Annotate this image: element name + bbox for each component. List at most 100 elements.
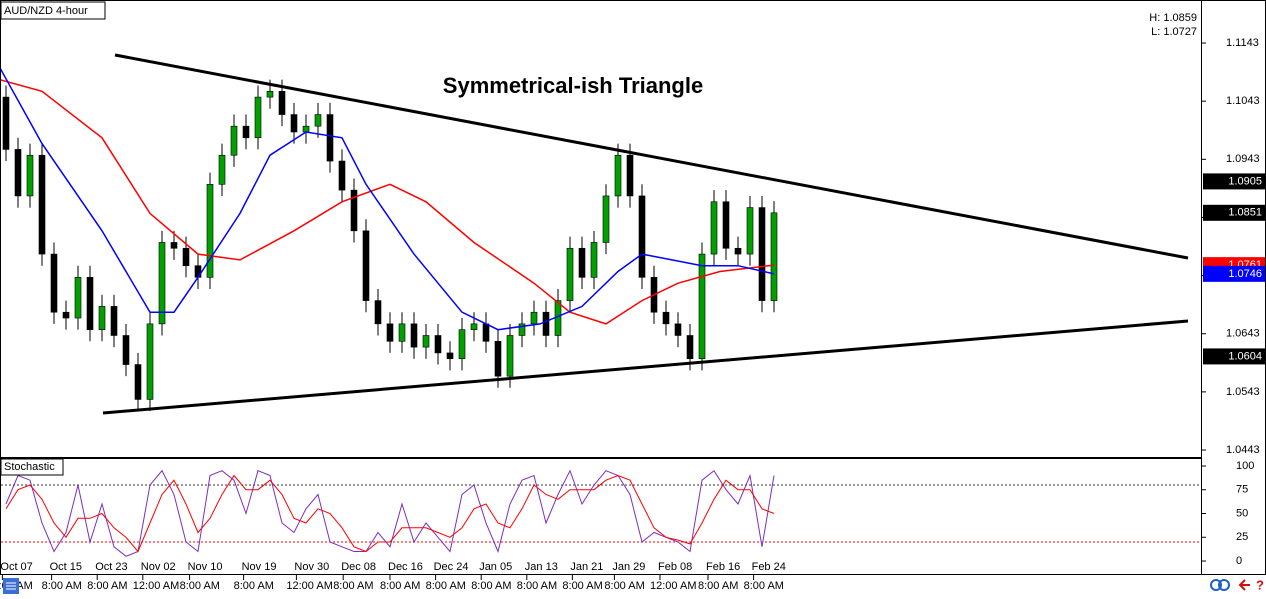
price-tag-box <box>1203 204 1265 221</box>
candle-body <box>578 247 586 278</box>
price-tag: 1.0905 <box>1203 173 1265 190</box>
low-info: L: 1.0727 <box>1151 26 1197 38</box>
candle-body <box>314 114 322 127</box>
stochastic-title-box <box>0 458 64 476</box>
x-tick-time: 8:00 AM <box>604 580 644 592</box>
x-tick-time: 8:00 AM <box>426 580 466 592</box>
candle-body <box>590 242 598 278</box>
x-tick-label: Oct 15 <box>50 561 82 573</box>
upper-trendline <box>114 53 1189 260</box>
candle-body <box>434 335 442 354</box>
candle-body <box>230 125 238 156</box>
chart-title: AUD/NZD 4-hour <box>4 5 88 17</box>
candle-body <box>614 154 622 197</box>
x-tick-label: Jan 29 <box>612 561 645 573</box>
toolbar-icons[interactable]: ? <box>3 577 1264 594</box>
moving-average <box>0 67 775 331</box>
candle-body <box>122 335 130 365</box>
help-icon[interactable]: ? <box>1256 577 1264 592</box>
candle-body <box>698 253 706 360</box>
x-tick-time: 12:00 AM <box>133 580 179 592</box>
candle-body <box>422 335 430 348</box>
candle-body <box>686 335 694 360</box>
candle-body <box>470 323 478 330</box>
x-tick-time: 8:00 AM <box>380 580 420 592</box>
x-tick-time: 8:00 AM <box>180 580 220 592</box>
candle-body <box>86 277 94 330</box>
x-tick-time: 12:00 AM <box>650 580 696 592</box>
candle-body <box>206 184 214 278</box>
candle-body <box>674 323 682 336</box>
x-tick-time: 12:00 AM <box>286 580 332 592</box>
candle-body <box>758 207 766 301</box>
y-tick-label: 1.0643 <box>1226 328 1260 340</box>
price-tag: 1.0851 <box>1203 204 1265 221</box>
candle-body <box>98 306 106 330</box>
high-info: H: 1.0859 <box>1149 12 1197 24</box>
price-tag-box <box>1203 173 1265 190</box>
candle-body <box>350 189 358 232</box>
x-tick-label: Feb 24 <box>752 561 786 573</box>
x-tick-label: Nov 30 <box>294 561 329 573</box>
price-tag-box <box>1203 348 1265 365</box>
candle-body <box>338 160 346 191</box>
candle-body <box>734 247 742 255</box>
back-icon[interactable] <box>1238 579 1250 591</box>
candle-body <box>242 125 250 139</box>
x-tick-time: 8:00 AM <box>87 580 127 592</box>
x-tick-time: 8:00 AM <box>698 580 738 592</box>
candle-body <box>170 242 178 249</box>
candle-body <box>278 90 286 115</box>
candle-body <box>494 340 502 377</box>
price-tag-label: 1.0746 <box>1228 268 1262 280</box>
link-icon[interactable] <box>1218 579 1230 591</box>
candle-body <box>362 230 370 301</box>
stochastic-tick-label: 25 <box>1236 531 1248 543</box>
x-tick-label: Dec 16 <box>388 561 423 573</box>
candle-body <box>566 247 574 301</box>
stochastic-tick-label: 100 <box>1236 460 1254 472</box>
candle-body <box>710 201 718 255</box>
stochastic-line <box>5 469 775 557</box>
stochastic-tick-label: 50 <box>1236 507 1248 519</box>
stochastic-line <box>5 474 775 553</box>
candle-body <box>662 311 670 325</box>
candle-body <box>38 154 46 255</box>
candle-body <box>542 311 550 336</box>
candle-body <box>134 364 142 400</box>
x-tick-label: Dec 24 <box>434 561 469 573</box>
x-tick-label: Feb 08 <box>658 561 692 573</box>
price-tag: 1.0746 <box>1203 265 1265 282</box>
x-tick-time: 8:00 AM <box>42 580 82 592</box>
price-tag-label: 1.0604 <box>1228 350 1262 362</box>
candle-body <box>770 212 778 301</box>
stochastic-tick-label: 0 <box>1236 555 1242 567</box>
price-tag-label: 1.0851 <box>1228 207 1262 219</box>
candle-body <box>26 154 34 197</box>
candle-body <box>194 265 202 278</box>
candle-body <box>482 323 490 342</box>
candle-body <box>182 247 190 267</box>
x-tick-label: Jan 05 <box>479 561 512 573</box>
candle-body <box>446 352 454 360</box>
x-tick-time: 8:00 AM <box>744 580 784 592</box>
candle-body <box>518 323 526 336</box>
candle-body <box>146 323 154 400</box>
candle-body <box>386 323 394 342</box>
candle-body <box>746 207 754 255</box>
price-tag: 1.0604 <box>1203 348 1265 365</box>
x-tick-label: Nov 10 <box>188 561 223 573</box>
x-tick-time: 8:00 AM <box>562 580 602 592</box>
x-tick-time: 8:00 AM <box>333 580 373 592</box>
y-tick-label: 1.0443 <box>1226 444 1260 456</box>
y-tick-label: 1.0943 <box>1226 153 1260 165</box>
x-tick-label: Nov 02 <box>141 561 176 573</box>
y-tick-label: 1.1043 <box>1226 95 1260 107</box>
candle-body <box>626 154 634 197</box>
candle-body <box>2 96 10 150</box>
stochastic-tick-label: 75 <box>1236 484 1248 496</box>
link-icon[interactable] <box>1210 579 1222 591</box>
candle-body <box>398 323 406 342</box>
